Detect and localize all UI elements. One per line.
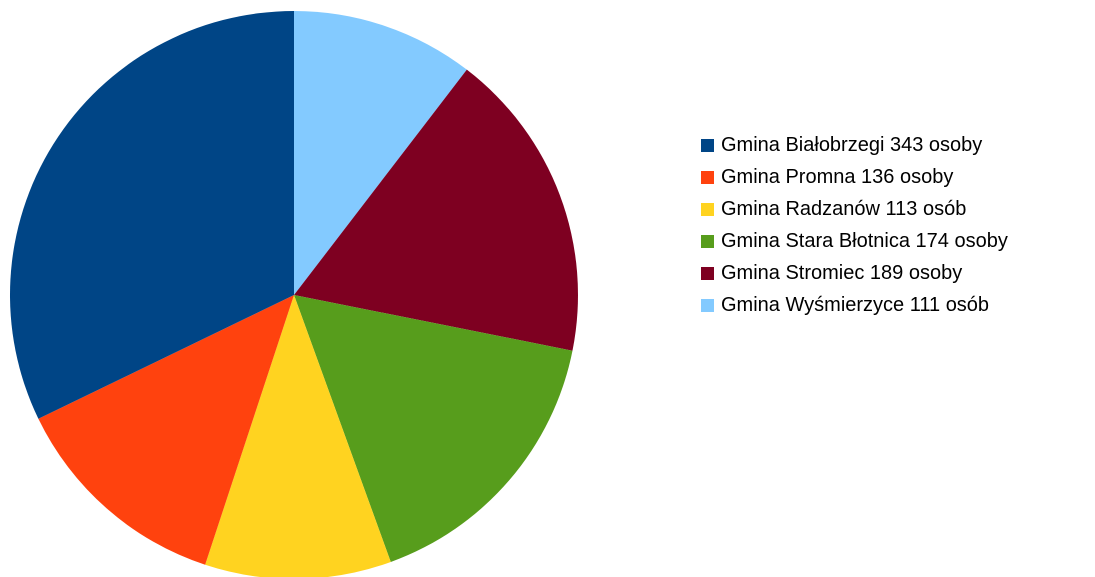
legend-label: Gmina Wyśmierzyce 111 osób (721, 294, 990, 316)
pie-slice-1 (38, 295, 294, 565)
pie-chart (9, 11, 578, 577)
legend-label: Gmina Promna 136 osoby (721, 166, 954, 188)
legend-item-bialobrzegi: Gmina Białobrzegi 343 osoby (701, 133, 1071, 157)
legend-item-wysmierzyce: Gmina Wyśmierzyce 111 osób (701, 293, 1071, 317)
legend-swatch (701, 267, 714, 280)
legend-swatch (701, 299, 714, 312)
legend-item-stara-blotnica: Gmina Stara Błotnica 174 osoby (701, 229, 1071, 253)
legend-label: Gmina Stromiec 189 osoby (721, 262, 963, 284)
legend-swatch (701, 235, 714, 248)
legend-item-promna: Gmina Promna 136 osoby (701, 165, 1071, 189)
legend-label: Gmina Stara Błotnica 174 osoby (721, 230, 1008, 252)
pie-slice-3 (294, 295, 573, 562)
legend-swatch (701, 171, 714, 184)
legend: Gmina Białobrzegi 343 osoby Gmina Promna… (701, 133, 1071, 325)
legend-label: Gmina Białobrzegi 343 osoby (721, 134, 983, 156)
legend-label: Gmina Radzanów 113 osób (721, 198, 967, 220)
legend-swatch (701, 139, 714, 152)
pie-slice-0 (9, 11, 295, 419)
pie-slice-2 (205, 295, 391, 577)
legend-swatch (701, 203, 714, 216)
legend-item-stromiec: Gmina Stromiec 189 osoby (701, 261, 1071, 285)
pie-slice-5 (294, 11, 467, 295)
pie-slice-4 (294, 69, 578, 351)
legend-item-radzanow: Gmina Radzanów 113 osób (701, 197, 1071, 221)
